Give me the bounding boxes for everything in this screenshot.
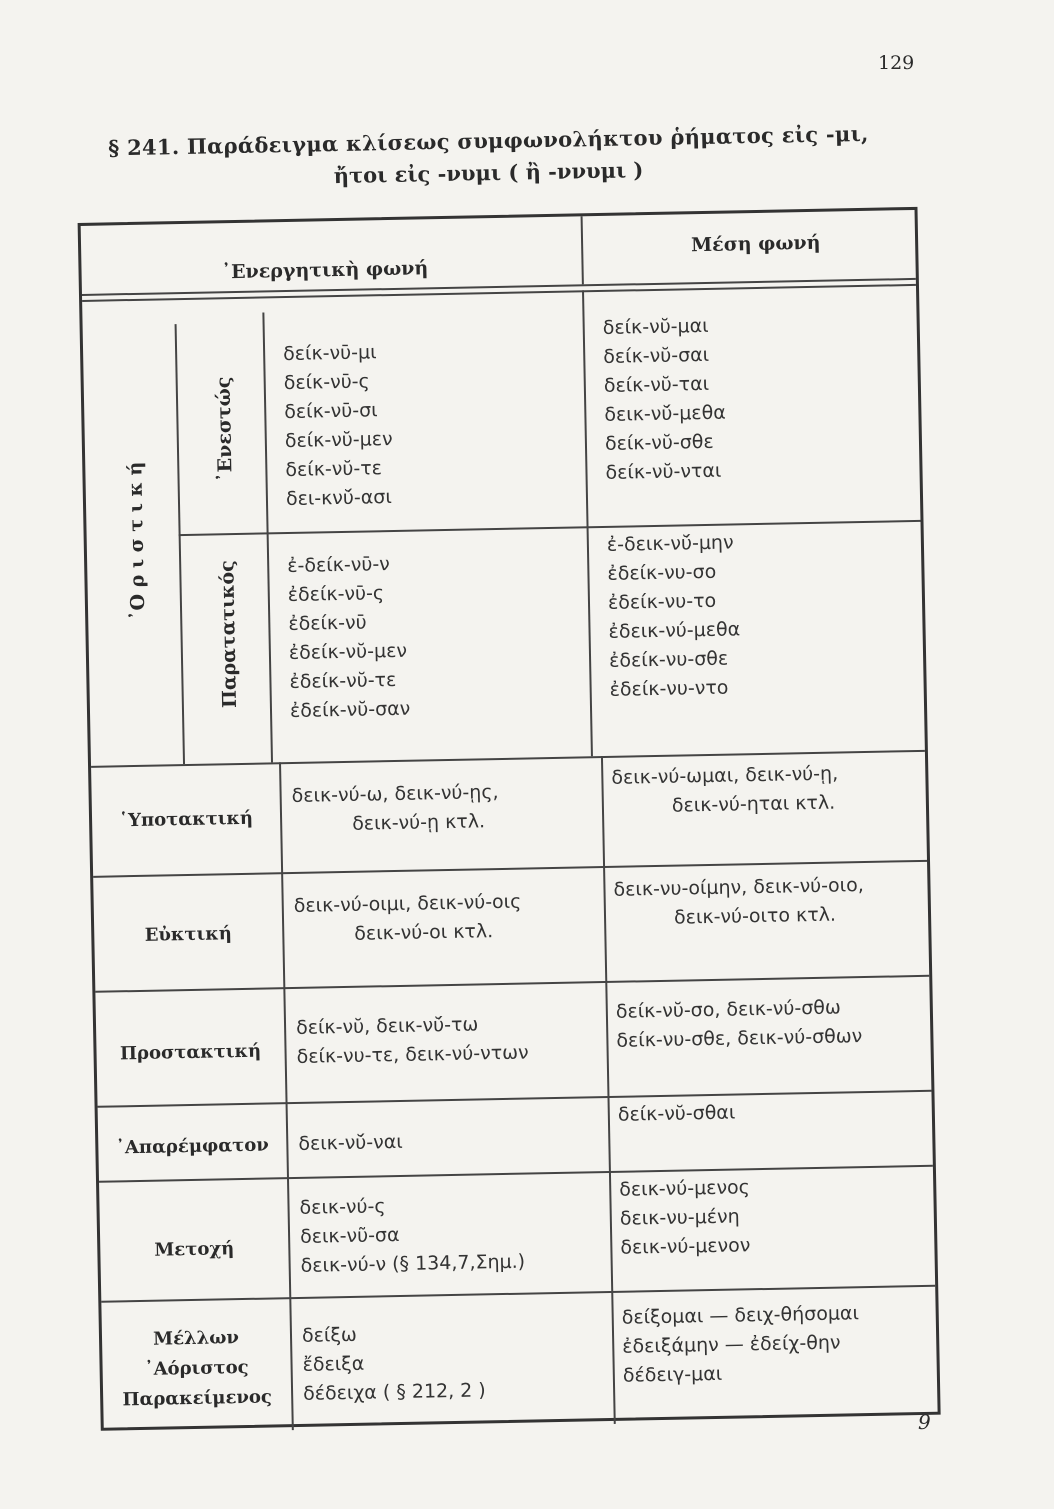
present-active-forms: δείκ-νῡ-μι δείκ-νῡ-ς δείκ-νῡ-σι δείκ-νῠ-…: [283, 338, 394, 514]
form: ἐδείκ-νῠ-τε: [289, 668, 397, 694]
form: δείκ-νῡ-μι: [282, 341, 377, 366]
form: ἐδείκ-νυ-σθε: [608, 647, 729, 672]
tenses-active: δείξω ἔδειξα δέδειχα ( § 212, 2 ): [302, 1318, 486, 1408]
form: δεικ-νύ-οι κτλ.: [354, 920, 494, 945]
page-number: 129: [878, 52, 915, 74]
participle-active: δεικ-νύ-ς δεικ-νῦ-σα δεικ-νύ-ν (§ 134,7,…: [299, 1190, 525, 1281]
perfect-label: Παρακείμενος: [122, 1386, 273, 1411]
form: δείξω: [301, 1323, 358, 1347]
imperative-label: Προστακτική: [119, 1040, 262, 1065]
form: δεικ-νύ-μενος: [619, 1176, 751, 1201]
form: δεικ-νύ-ηται κτλ.: [671, 791, 836, 817]
participle-label: Μετοχή: [154, 1238, 235, 1261]
form: δείκ-νῠ, δεικ-νῠ́-τω: [295, 1013, 479, 1039]
form: δεικ-νύ-ν (§ 134,7,Σημ.): [300, 1250, 526, 1277]
infinitive-active: δεικ-νῠ́-ναι: [298, 1128, 403, 1159]
section-subtitle: ἤτοι εἰς -νυμι ( ἢ -ννυμι ): [333, 157, 644, 189]
present-label: ᾿Ενεστώς: [212, 376, 237, 483]
form: δείξομαι — δειχ-θήσομαι: [621, 1302, 860, 1329]
form: δείκ-νῠ-σθαι: [617, 1101, 736, 1126]
form: δεικ-νύ-ωμαι, δεικ-νύ-ῃ,: [611, 762, 839, 789]
subjunctive-active: δεικ-νύ-ω, δεικ-νύ-ῃς, δεικ-νύ-ῃ κτλ.: [291, 778, 499, 840]
present-middle-forms: δείκ-νῠ-μαι δείκ-νῠ-σαι δείκ-νῠ-ται δεικ…: [602, 312, 727, 488]
form: ἐδείκ-νῠ-σαν: [289, 697, 411, 723]
form: δέδειγ-μαι: [622, 1362, 723, 1387]
future-label: Μέλλων: [152, 1327, 240, 1350]
optative-middle: δεικ-νυ-οίμην, δεικ-νύ-οιο, δεικ-νύ-οιτο…: [613, 871, 864, 934]
imperfect-active-forms: ἐ-δείκ-νῡ-ν ἐδείκ-νῡ-ς ἐδείκ-νῡ ἐδείκ-νῠ…: [287, 550, 411, 726]
form: δεικ-νύ-μενον: [620, 1234, 751, 1259]
form: ἐδείκ-νυ-ντο: [609, 676, 729, 701]
form: δεικ-νῠ́-ναι: [298, 1130, 403, 1155]
aorist-label: ᾿Αόριστος: [144, 1356, 249, 1380]
form: δεικ-νῠ́-μεθα: [604, 401, 726, 426]
form: δείκ-νυ-σθε, δεικ-νύ-σθων: [616, 1025, 863, 1052]
form: δεικ-νῦ-σα: [299, 1224, 400, 1248]
infinitive-middle: δείκ-νῠ-σθαι: [618, 1099, 736, 1130]
form: ἐδειξάμην — ἐδείχ-θην: [622, 1331, 841, 1358]
participle-middle: δεικ-νύ-μενος δεικ-νυ-μένη δεικ-νύ-μενον: [619, 1173, 751, 1262]
imperfect-middle-forms: ἐ-δεικ-νῠ́-μην ἐδείκ-νυ-σο ἐδείκ-νυ-το ἐ…: [607, 528, 742, 704]
form: ἐδείκ-νυ-το: [607, 589, 717, 614]
form: δεικ-νυ-μένη: [619, 1205, 740, 1230]
header-active: ᾿Ενεργητικὴ φωνή: [221, 257, 429, 284]
form: δείκ-νῠ-μαι: [602, 314, 709, 339]
form: δεικ-νύ-ῃ κτλ.: [351, 810, 486, 835]
tenses-middle: δείξομαι — δειχ-θήσομαι ἐδειξάμην — ἐδεί…: [621, 1299, 860, 1391]
form: ἐδείκ-νῠ-μεν: [288, 639, 408, 665]
imperfect-label: Παρατατικός: [216, 560, 241, 709]
form: δείκ-νῠ-τε: [285, 457, 383, 482]
form: ἐ-δείκ-νῡ-ν: [287, 553, 391, 578]
section-title: § 241. Παράδειγμα κλίσεως συμφωνολήκτου …: [107, 120, 869, 161]
form: δείκ-νῠ-σθε: [604, 430, 714, 455]
form: δέδειχα ( § 212, 2 ): [302, 1379, 486, 1405]
imperative-middle: δείκ-νῠ-σο, δεικ-νύ-σθω δείκ-νυ-σθε, δει…: [616, 993, 863, 1056]
form: ἐδείκ-νυ-σο: [607, 560, 717, 585]
form: ἐδείκ-νῡ-ς: [287, 582, 385, 607]
form: δείκ-νῠ-ται: [603, 372, 710, 397]
form: δείκ-νῡ-σι: [284, 399, 378, 424]
form: δεικ-νύ-οιμι, δεικ-νύ-οις: [293, 890, 522, 917]
signature-mark: 9: [918, 1410, 931, 1434]
form: δείκ-νῠ-σο, δεικ-νύ-σθω: [615, 996, 842, 1023]
subjunctive-middle: δεικ-νύ-ωμαι, δεικ-νύ-ῃ, δεικ-νύ-ηται κτ…: [611, 760, 839, 822]
form: δεικ-νύ-ω, δεικ-νύ-ῃς,: [291, 781, 499, 808]
form: δει-κνῠ́-ασι: [285, 486, 392, 511]
optative-active: δεικ-νύ-οιμι, δεικ-νύ-οις δεικ-νύ-οι κτλ…: [293, 888, 522, 950]
indicative-label: ᾿Ο ρ ι σ τ ι κ ή: [124, 461, 150, 621]
form: δείκ-νυ-τε, δεικ-νύ-ντων: [296, 1041, 529, 1068]
form: ἐ-δεικ-νῠ́-μην: [606, 531, 734, 556]
form: δεικ-νύ-ς: [299, 1195, 386, 1219]
form: ἐδεικ-νύ-μεθα: [608, 618, 741, 643]
optative-label: Εὐκτική: [144, 923, 233, 946]
tenses-label: Μέλλων ᾿Αόριστος Παρακείμενος: [102, 1322, 292, 1416]
infinitive-label: ᾿Απαρέμφατον: [115, 1134, 269, 1159]
conjugation-table: ᾿Ενεργητικὴ φωνή Μέση φωνή ᾿Ο ρ ι σ τ ι …: [77, 206, 941, 1431]
form: δείκ-νῠ-μεν: [284, 428, 393, 453]
header-middle: Μέση φωνή: [690, 231, 821, 257]
form: ἐδείκ-νῡ: [288, 611, 367, 636]
form: ἔδειξα: [302, 1352, 365, 1376]
imperative-active: δείκ-νῠ, δεικ-νῠ́-τω δείκ-νυ-τε, δεικ-νύ…: [296, 1010, 529, 1072]
form: δείκ-νῡ-ς: [283, 370, 370, 395]
subjunctive-label: ῾Υποτακτική: [118, 807, 254, 832]
form: δεικ-νύ-οιτο κτλ.: [673, 903, 837, 929]
form: δείκ-νῠ-νται: [605, 459, 722, 484]
form: δείκ-νῠ-σαι: [603, 343, 710, 368]
